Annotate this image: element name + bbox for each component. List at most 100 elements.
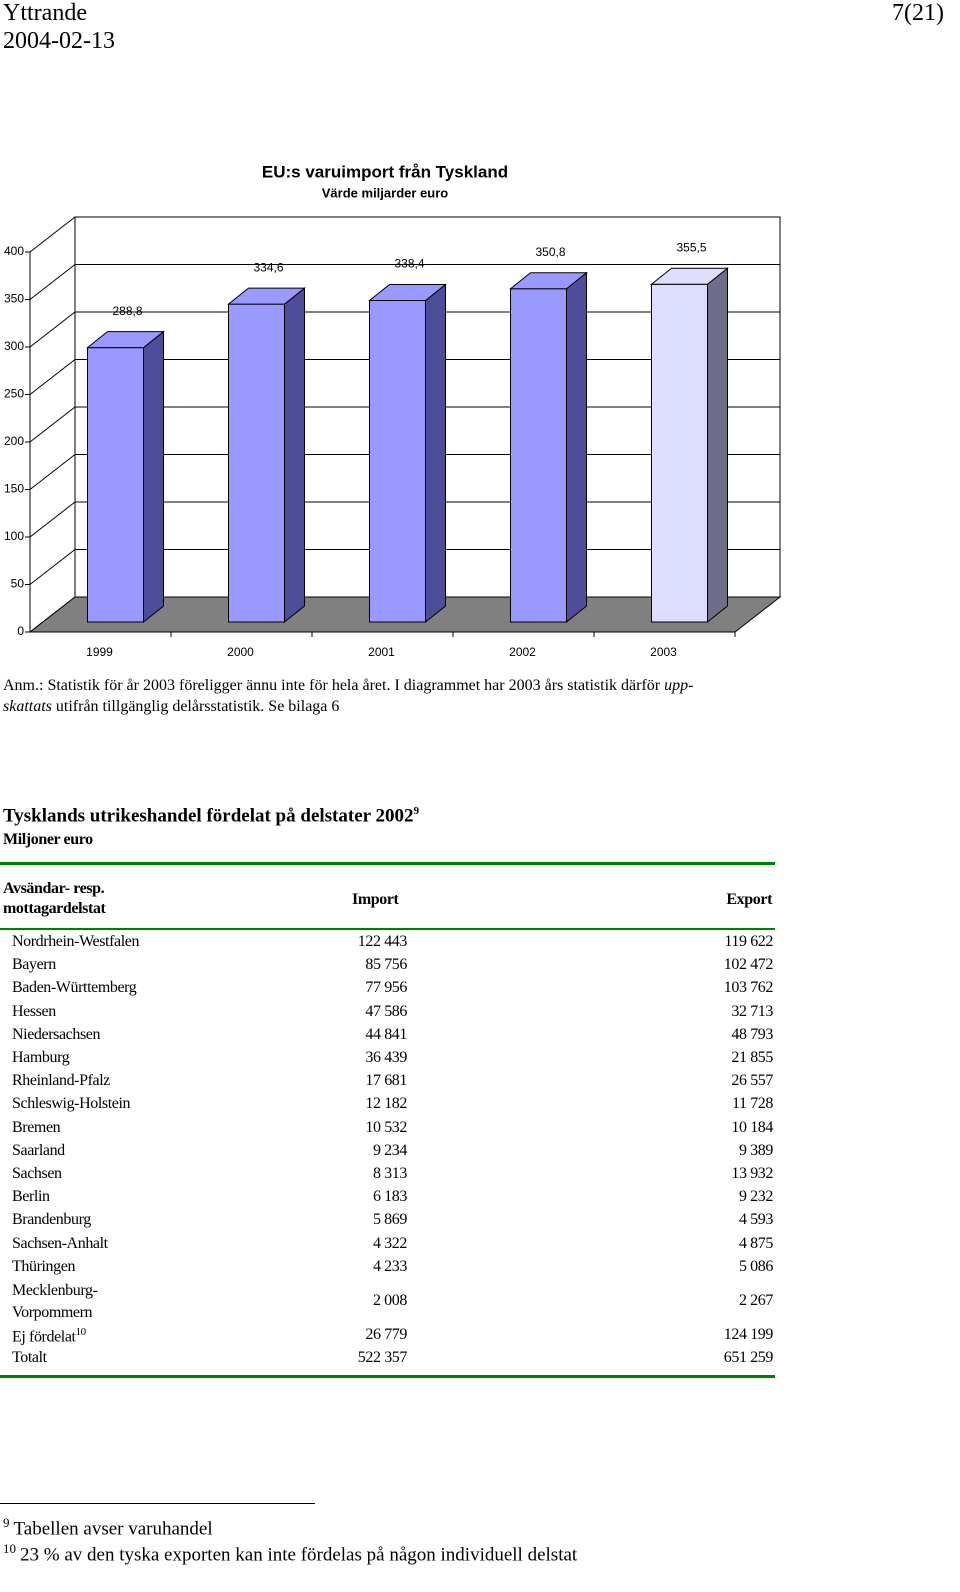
- x-tick-label: 2002: [509, 645, 536, 659]
- row-label: Totalt: [12, 1349, 47, 1367]
- row-label-cell: Hamburg: [12, 1049, 70, 1067]
- export-value: 2 267: [738, 1292, 773, 1309]
- row-label: Ej fördelat: [12, 1328, 76, 1346]
- grid-line: [29, 549, 76, 585]
- value-label: 355,5: [676, 240, 706, 254]
- import-value: 36 439: [365, 1049, 407, 1066]
- bar-side: [284, 287, 305, 624]
- bar-top: [368, 284, 447, 302]
- row-label-cell: Rheinland-Pfalz: [12, 1072, 110, 1090]
- import-value: 8 313: [372, 1165, 407, 1182]
- bar: [651, 283, 708, 623]
- import-value: 4 233: [372, 1257, 407, 1275]
- import-value: 122 443: [357, 933, 408, 950]
- export-value: 119 622: [724, 933, 773, 950]
- row-label: Brandenburg: [12, 1211, 91, 1229]
- value-label: 350,8: [535, 245, 565, 259]
- row-label: Baden-Württemberg: [12, 979, 137, 997]
- bar-side: [566, 271, 587, 624]
- note-text: utifrån tillgänglig delårsstatistik. Se …: [51, 698, 340, 715]
- grid-line: [29, 406, 76, 443]
- row-label: Nordrhein-Westfalen: [12, 933, 140, 950]
- row-label: Thüringen: [12, 1257, 76, 1275]
- row-label: Sachsen: [12, 1165, 62, 1182]
- row-label-cell: Bremen: [12, 1118, 61, 1137]
- import-value: 85 756: [365, 956, 407, 974]
- x-tick-label: 2003: [650, 645, 677, 659]
- table-unit: Miljoner euro: [3, 831, 93, 848]
- value-label: 338,4: [394, 257, 424, 271]
- table-rule: [0, 928, 775, 930]
- grid-line: [29, 216, 76, 253]
- y-tick-label: 100: [4, 529, 24, 543]
- grid-line: [29, 264, 76, 300]
- row-label: Hessen: [12, 1002, 56, 1020]
- import-value: 10 532: [365, 1118, 407, 1136]
- bar: [228, 303, 285, 623]
- note-text: upp-: [664, 677, 694, 694]
- x-tick-label: 1999: [86, 645, 113, 659]
- x-tick-label: 2001: [368, 645, 395, 659]
- row-label: Mecklenburg-Vorpommern: [12, 1282, 98, 1321]
- x-tick-label: 2000: [227, 645, 254, 659]
- row-label: Bremen: [12, 1118, 61, 1136]
- y-tick-label: 400: [4, 244, 24, 258]
- footnote: 9 Tabellen avser varuhandel: [3, 1515, 213, 1540]
- doc-date: 2004-02-13: [3, 28, 115, 54]
- import-value: 4 322: [372, 1234, 407, 1252]
- export-value: 10 184: [731, 1118, 773, 1136]
- row-label: Rheinland-Pfalz: [12, 1072, 110, 1090]
- export-value: 124 199: [723, 1326, 774, 1344]
- export-value: 9 389: [738, 1141, 773, 1159]
- import-value: 17 681: [365, 1072, 407, 1090]
- row-label-cell: Totalt: [12, 1349, 47, 1367]
- bar-side: [425, 283, 446, 624]
- import-value: 522 357: [357, 1349, 408, 1367]
- table-title: Tysklands utrikeshandel fördelat på dels…: [3, 805, 414, 827]
- export-value: 4 875: [738, 1234, 773, 1252]
- row-label-cell: Ej fördelat10: [12, 1326, 86, 1346]
- column-header: Export: [726, 891, 772, 908]
- chart-title: EU:s varuimport från Tyskland: [262, 162, 508, 181]
- grid-line: [29, 359, 76, 395]
- bar-top: [650, 267, 729, 285]
- row-label-cell: Baden-Württemberg: [12, 979, 137, 997]
- column-header: Avsändar- resp. mottagardelstat: [3, 880, 106, 917]
- footnote-rule: [0, 1503, 315, 1504]
- export-value: 26 557: [731, 1072, 773, 1090]
- table-rule: [0, 862, 775, 865]
- grid-line: [29, 311, 76, 348]
- bar-top: [86, 331, 165, 349]
- chart-note: Anm.: Statistik för år 2003 föreligger ä…: [3, 675, 773, 717]
- grid-line: [29, 501, 76, 538]
- bar-side: [707, 267, 728, 624]
- doc-title: Yttrande: [3, 0, 87, 26]
- footnote: 10 23 % av den tyska exporten kan inte fö…: [3, 1541, 577, 1566]
- row-label-cell: Bayern: [12, 956, 56, 974]
- row-label-cell: Saarland: [12, 1142, 65, 1160]
- row-label-cell: Berlin: [12, 1188, 50, 1206]
- import-value: 9 234: [372, 1141, 407, 1159]
- row-label-cell: Brandenburg: [12, 1211, 91, 1229]
- bar: [369, 300, 426, 623]
- y-tick-label: 50: [11, 577, 25, 591]
- export-value: 102 472: [723, 956, 774, 974]
- footnote-text: 23 % av den tyska exporten kan inte förd…: [20, 1544, 578, 1566]
- row-label-cell: Nordrhein-Westfalen: [12, 933, 139, 951]
- footnote-ref: 9: [413, 805, 419, 817]
- footnote-mark: 9: [3, 1515, 10, 1530]
- y-tick-label: 0: [17, 624, 24, 638]
- row-label-cell: Sachsen-Anhalt: [12, 1235, 108, 1253]
- footnote-ref: 10: [75, 1326, 87, 1339]
- row-label: Saarland: [12, 1141, 65, 1159]
- note-text: Anm.: Statistik för år 2003 föreligger ä…: [3, 677, 665, 694]
- import-value: 47 586: [365, 1002, 407, 1020]
- row-label-cell: Hessen: [12, 1003, 56, 1021]
- bar-top: [227, 287, 306, 305]
- import-value: 44 841: [365, 1025, 407, 1043]
- export-value: 32 713: [731, 1002, 773, 1020]
- y-tick-label: 350: [4, 292, 24, 306]
- import-value: 6 183: [372, 1188, 407, 1206]
- column-header: Import: [352, 891, 399, 908]
